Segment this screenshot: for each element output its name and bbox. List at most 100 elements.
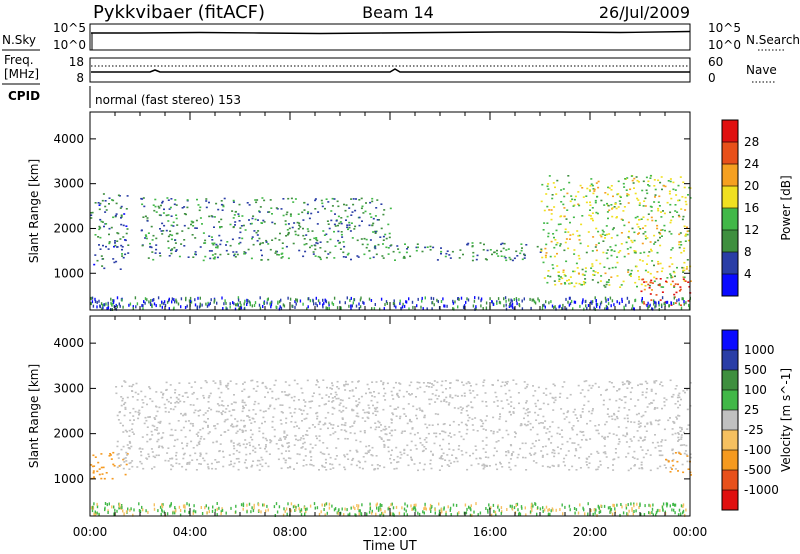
velocity-colorbar-tick-label: 25 bbox=[744, 403, 759, 417]
power-clutter-cell bbox=[233, 302, 235, 306]
velocity-cell bbox=[339, 399, 342, 401]
power-cell bbox=[317, 255, 320, 258]
power-cell bbox=[125, 208, 128, 210]
velocity-clutter-cell bbox=[326, 511, 328, 515]
velocity-clutter-cell bbox=[648, 503, 650, 507]
velocity-cell bbox=[575, 449, 578, 452]
power-clutter-cell bbox=[360, 296, 362, 300]
power-cell bbox=[650, 216, 653, 219]
power-cell bbox=[650, 250, 653, 252]
velocity-clutter-cell bbox=[423, 511, 425, 515]
velocity-cell bbox=[131, 465, 134, 468]
power-cell bbox=[501, 242, 504, 245]
velocity-cell bbox=[676, 460, 679, 463]
velocity-cell bbox=[423, 463, 426, 466]
velocity-cell bbox=[126, 454, 129, 456]
velocity-clutter-cell bbox=[338, 508, 340, 512]
velocity-clutter-cell bbox=[392, 506, 395, 510]
power-clutter-cell bbox=[678, 298, 680, 302]
power-colorbar-segment bbox=[722, 142, 738, 165]
velocity-cell bbox=[265, 439, 268, 442]
velocity-cell bbox=[267, 391, 269, 394]
power-cell bbox=[208, 215, 211, 218]
velocity-cell bbox=[241, 429, 244, 432]
power-cell bbox=[308, 217, 311, 220]
velocity-cell bbox=[434, 394, 437, 397]
power-cell bbox=[678, 290, 681, 292]
velocity-cell bbox=[678, 452, 681, 455]
power-cell bbox=[546, 281, 549, 284]
velocity-cell bbox=[686, 455, 689, 457]
velocity-cell bbox=[677, 440, 679, 442]
power-clutter-cell bbox=[234, 307, 237, 311]
velocity-cell bbox=[663, 397, 666, 399]
power-clutter-cell bbox=[336, 306, 339, 310]
velocity-cell bbox=[323, 403, 326, 406]
velocity-cell bbox=[660, 381, 663, 383]
power-cell bbox=[550, 213, 553, 215]
power-cell bbox=[167, 220, 170, 222]
power-cell bbox=[365, 202, 367, 204]
velocity-cell bbox=[329, 456, 332, 459]
power-cell bbox=[607, 281, 610, 283]
power-clutter-cell bbox=[555, 307, 557, 311]
velocity-cell bbox=[298, 427, 301, 430]
velocity-cell bbox=[351, 425, 354, 427]
velocity-cell bbox=[585, 380, 588, 382]
velocity-clutter-cell bbox=[216, 507, 218, 511]
power-cell bbox=[553, 246, 556, 249]
velocity-cell bbox=[569, 393, 572, 396]
velocity-cell bbox=[337, 397, 340, 400]
velocity-cell bbox=[620, 399, 623, 401]
velocity-cell bbox=[321, 465, 324, 468]
power-cell bbox=[687, 300, 690, 302]
velocity-cell bbox=[633, 457, 636, 460]
velocity-cell bbox=[264, 446, 267, 448]
power-cell bbox=[680, 304, 682, 306]
velocity-cell bbox=[657, 445, 660, 447]
power-cell bbox=[556, 179, 559, 182]
power-clutter-cell bbox=[106, 307, 108, 311]
velocity-cell bbox=[334, 431, 337, 433]
power-clutter-cell bbox=[474, 307, 476, 311]
velocity-clutter-cell bbox=[627, 513, 629, 517]
power-cell bbox=[119, 238, 122, 240]
velocity-cell bbox=[465, 451, 468, 454]
velocity-cell bbox=[151, 451, 154, 453]
power-cell bbox=[642, 232, 645, 235]
velocity-cell bbox=[156, 410, 159, 413]
velocity-cell bbox=[372, 412, 375, 415]
power-clutter-cell bbox=[282, 303, 285, 307]
velocity-cell bbox=[273, 435, 276, 438]
velocity-cell bbox=[595, 468, 598, 471]
power-cell bbox=[98, 208, 101, 211]
power-cell bbox=[233, 214, 236, 216]
velocity-clutter-cell bbox=[122, 509, 124, 513]
velocity-clutter-cell bbox=[511, 507, 514, 511]
power-cell bbox=[369, 201, 372, 204]
power-cell bbox=[645, 189, 648, 192]
velocity-cell bbox=[243, 388, 246, 391]
velocity-clutter-cell bbox=[616, 503, 618, 507]
velocity-cell bbox=[217, 461, 220, 463]
velocity-cell bbox=[178, 463, 181, 465]
velocity-cell bbox=[449, 424, 451, 426]
velocity-cell bbox=[429, 459, 432, 462]
power-cell bbox=[282, 198, 285, 200]
power-clutter-cell bbox=[324, 298, 326, 302]
velocity-cell bbox=[122, 431, 125, 433]
velocity-cell bbox=[639, 422, 642, 424]
power-clutter-cell bbox=[225, 301, 227, 305]
velocity-cell bbox=[579, 414, 582, 417]
power-cell bbox=[415, 249, 418, 252]
velocity-cell bbox=[459, 406, 462, 408]
velocity-clutter-cell bbox=[278, 505, 281, 509]
velocity-cell bbox=[445, 396, 448, 399]
velocity-clutter-cell bbox=[424, 502, 426, 506]
velocity-cell bbox=[686, 408, 689, 411]
power-clutter-cell bbox=[115, 307, 118, 311]
velocity-cell bbox=[287, 394, 290, 397]
velocity-cell bbox=[140, 462, 143, 465]
power-cell bbox=[127, 252, 130, 254]
power-clutter-cell bbox=[254, 301, 257, 305]
